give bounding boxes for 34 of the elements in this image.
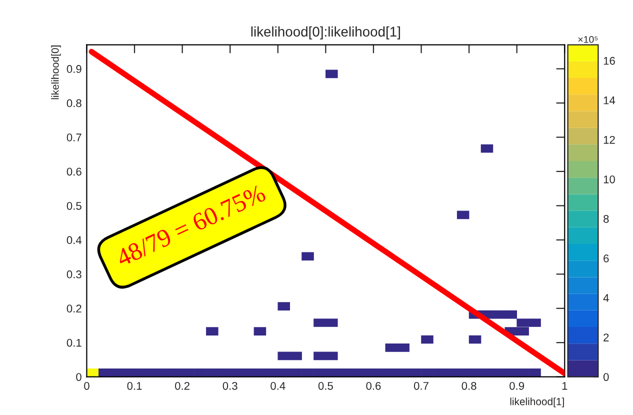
color-bar-label: 16 [604,56,615,65]
color-bar-title: ×10⁵ [578,36,598,43]
color-bar-label: 4 [603,294,609,302]
color-bar-label: 14 [604,96,616,104]
x-tick-label: 0.6 [366,382,381,390]
y-tick-label: 0.4 [66,236,82,244]
color-bar-label: 8 [604,214,609,223]
color-bar-label: 0 [603,373,609,381]
x-tick-label: 0.9 [510,382,524,390]
x-tick-label: 0.4 [270,382,286,390]
y-tick-label: 0.8 [66,99,82,108]
x-tick-label: 0.8 [462,382,476,390]
y-tick-label: 0.5 [66,202,82,210]
x-tick-label: 0.1 [127,382,142,390]
x-tick-label: 1 [562,382,568,390]
y-tick-label: 0.3 [66,270,82,278]
chart-title: likelihood[0]:likelihood[1] [251,26,400,40]
y-tick-label: 0.9 [66,65,82,73]
y-tick-label: 0.1 [66,338,82,347]
color-bar-label: 12 [604,136,615,144]
color-bar-label: 6 [604,254,609,262]
x-tick-label: 0.5 [318,382,333,390]
y-tick-label: 0.7 [66,134,82,142]
x-tick-label: 0.7 [414,382,428,390]
y-tick-label: 0.2 [66,304,82,312]
y-tick-label: 0.6 [66,168,82,176]
y-tick-label: 0 [76,373,82,381]
x-tick-label: 0.2 [175,382,190,390]
x-tick-label: 0 [84,382,90,390]
x-tick-label: 0.3 [222,382,238,390]
color-bar-label: 10 [604,175,615,184]
x-axis-title: likelihood[1] [510,398,564,408]
y-axis-title: likelihood[0] [51,46,61,100]
color-bar-label: 2 [604,334,609,342]
